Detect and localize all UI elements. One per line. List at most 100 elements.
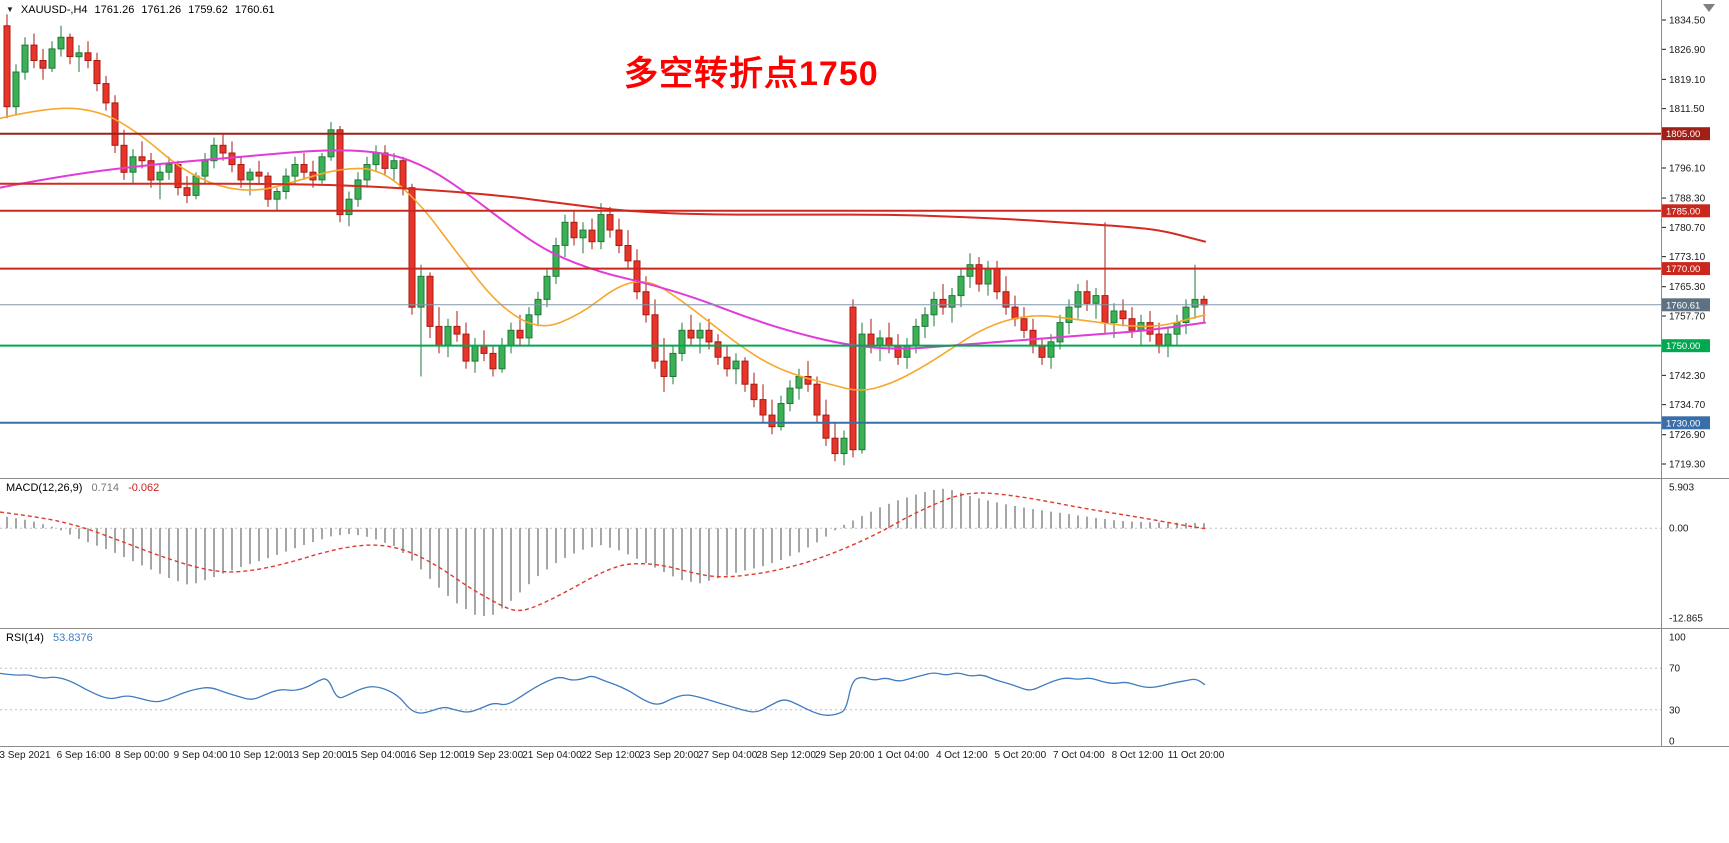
candle-bear xyxy=(588,229,596,243)
candle-bear xyxy=(1011,306,1019,320)
candle-bull xyxy=(1110,310,1118,324)
price-tag-1805.00-text: 1805.00 xyxy=(1666,129,1700,140)
macd-scale-max: 5.903 xyxy=(1669,482,1694,493)
price-tag-1770.00-text: 1770.00 xyxy=(1666,264,1700,275)
time-axis-label: 23 Sep 20:00 xyxy=(639,750,699,761)
macd-signal-line xyxy=(0,492,1206,612)
candle-bull xyxy=(192,175,200,196)
ma-mid-magenta xyxy=(0,149,1206,350)
candle-bull xyxy=(777,403,785,428)
price-tag-1805.00 xyxy=(1662,127,1710,141)
candle-bull xyxy=(948,295,956,308)
candle-bear xyxy=(606,214,614,231)
time-axis-label: 8 Oct 12:00 xyxy=(1112,750,1164,761)
candle-bull xyxy=(210,144,218,162)
candle-bear xyxy=(1029,329,1037,347)
price-tag-1730.00 xyxy=(1662,416,1710,430)
candle-bull xyxy=(534,298,542,316)
price-axis-label: 1742.30 xyxy=(1669,371,1706,382)
candle-bear xyxy=(3,25,11,108)
hlines-layer xyxy=(0,132,1662,424)
price-axis-label: 1726.90 xyxy=(1669,430,1706,441)
candle-bull xyxy=(966,264,974,277)
candle-bear xyxy=(480,345,488,354)
ma-fast-orange xyxy=(0,107,1206,391)
candle-bull xyxy=(1191,298,1199,308)
time-axis-label: 4 Oct 12:00 xyxy=(936,750,988,761)
candle-bear xyxy=(1083,291,1091,304)
time-axis-label: 7 Oct 04:00 xyxy=(1053,750,1105,761)
candle-bull xyxy=(795,376,803,389)
moving-averages-layer xyxy=(0,107,1206,391)
candle-bear xyxy=(138,156,146,162)
candle-bull xyxy=(273,191,281,200)
chart-shift-marker-icon[interactable] xyxy=(1703,4,1715,12)
candle-bear xyxy=(255,171,263,177)
candle-bull xyxy=(57,36,65,50)
quote-close: 1760.61 xyxy=(234,4,275,16)
time-axis-area[interactable] xyxy=(0,746,1729,766)
price-axis-label: 1819.10 xyxy=(1669,75,1706,86)
candles-layer xyxy=(3,14,1208,466)
candle-bear xyxy=(1038,345,1046,358)
candle-bull xyxy=(156,171,164,181)
chart-annotation-text[interactable]: 多空转折点1750 xyxy=(624,55,879,93)
candle-bull xyxy=(129,156,137,173)
candle-bull xyxy=(246,171,254,181)
time-axis-label: 19 Sep 23:00 xyxy=(464,750,524,761)
time-axis-label: 9 Sep 04:00 xyxy=(174,750,228,761)
candle-bear xyxy=(1119,310,1127,320)
time-axis-label: 28 Sep 12:00 xyxy=(756,750,816,761)
price-tag-1750.00 xyxy=(1662,339,1710,353)
rsi-scale-label: 30 xyxy=(1669,705,1681,716)
candle-bull xyxy=(579,229,587,239)
candle-bear xyxy=(1128,318,1136,331)
price-axis-label: 1765.30 xyxy=(1669,282,1706,293)
time-axis-label: 5 Oct 20:00 xyxy=(994,750,1046,761)
candle-bear xyxy=(723,356,731,370)
candle-bear xyxy=(489,352,497,370)
symbol-name: XAUUSD-,H4 xyxy=(20,4,88,16)
candle-bull xyxy=(696,329,704,339)
rsi-name: RSI(14) xyxy=(6,632,44,644)
price-tag-1750.00-text: 1750.00 xyxy=(1666,341,1700,352)
candle-bull xyxy=(1092,295,1100,304)
time-axis-label: 21 Sep 04:00 xyxy=(522,750,582,761)
candle-bull xyxy=(561,221,569,246)
candle-bull xyxy=(498,345,506,370)
candle-bull xyxy=(390,160,398,169)
candle-bear xyxy=(1002,291,1010,308)
price-axis-area[interactable] xyxy=(1662,0,1729,746)
candle-bull xyxy=(858,333,866,451)
price-tag-1730.00-text: 1730.00 xyxy=(1666,418,1700,429)
candle-bear xyxy=(183,187,191,196)
candle-bear xyxy=(975,264,983,285)
candle-bull xyxy=(291,164,299,177)
candle-bear xyxy=(687,329,695,339)
candle-bull xyxy=(876,337,884,347)
rsi-indicator-label: RSI(14) 53.8376 xyxy=(6,632,93,644)
rsi-scale-label: 70 xyxy=(1669,664,1681,675)
rsi-value: 53.8376 xyxy=(52,632,93,644)
candle-bear xyxy=(993,268,1001,293)
candle-bear xyxy=(93,60,101,85)
candle-bull xyxy=(1056,322,1064,343)
candle-bear xyxy=(516,329,524,339)
candle-bull xyxy=(930,298,938,316)
candle-bear xyxy=(102,83,110,104)
candle-bear xyxy=(300,164,308,173)
candle-bear xyxy=(813,383,821,416)
price-axis-label: 1773.10 xyxy=(1669,252,1706,263)
macd-signal-value: -0.062 xyxy=(128,482,160,494)
candle-bull xyxy=(354,179,362,200)
candle-bull xyxy=(732,360,740,370)
candle-bear xyxy=(741,360,749,385)
candle-bull xyxy=(345,198,353,216)
current-price-tag-text: 1760.61 xyxy=(1666,300,1700,311)
macd-main-value: 0.714 xyxy=(91,482,120,494)
candle-bear xyxy=(1155,333,1163,347)
ma-slow-red xyxy=(0,182,1206,243)
time-axis-label: 11 Oct 20:00 xyxy=(1168,750,1225,761)
